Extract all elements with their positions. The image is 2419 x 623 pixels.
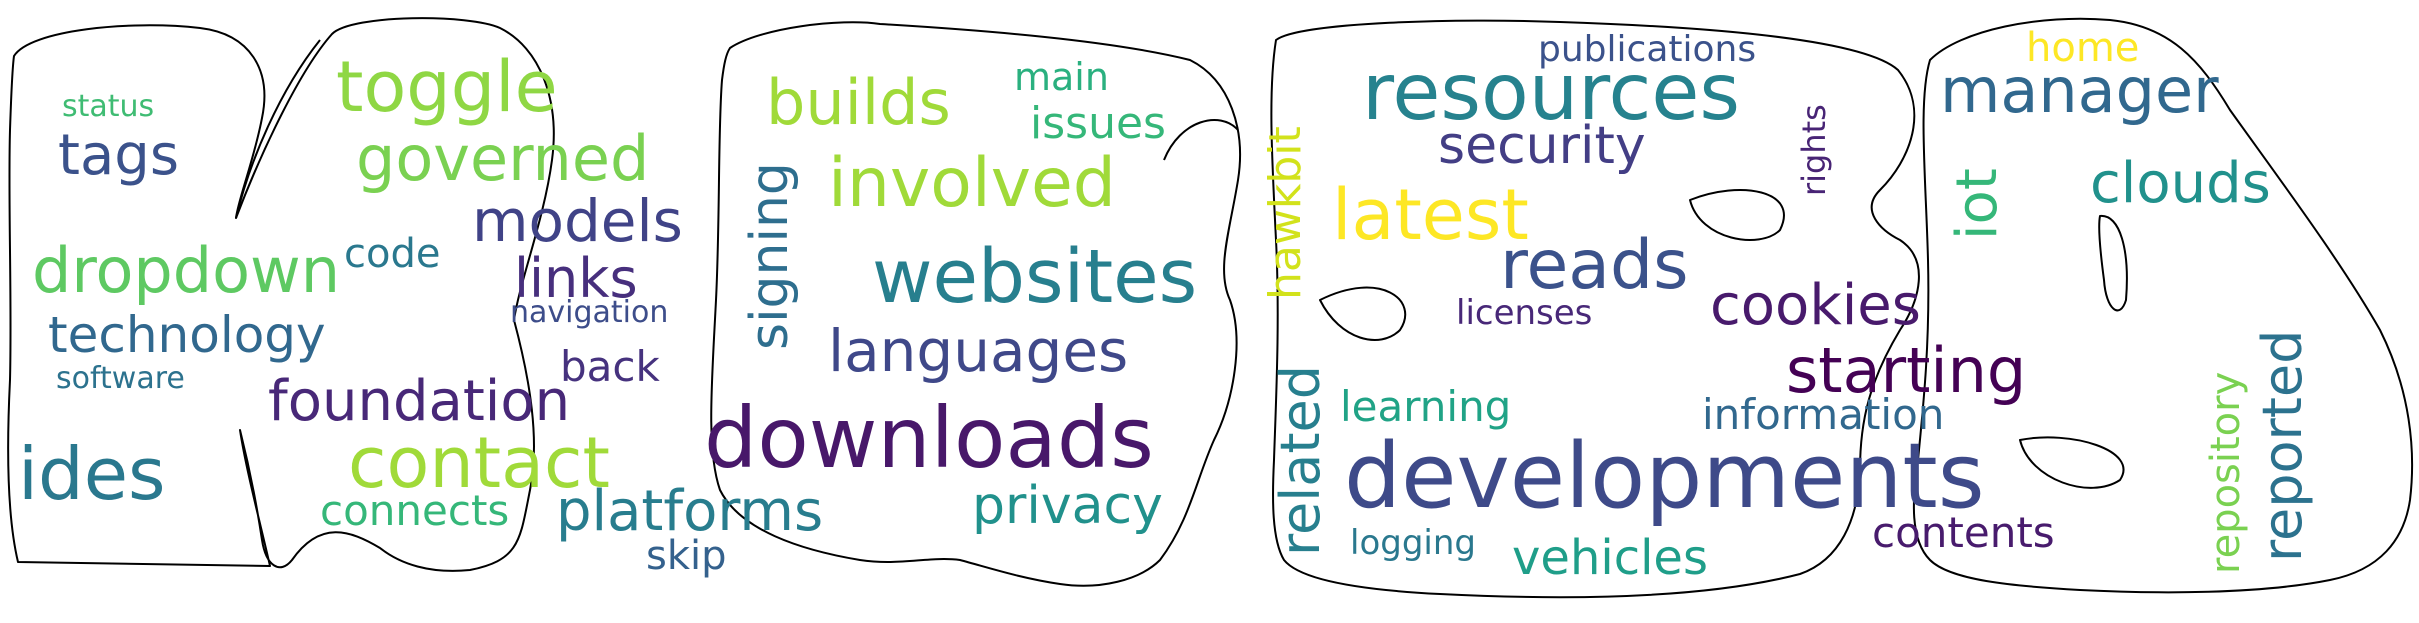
- word-software: software: [56, 361, 185, 396]
- word-downloads: downloads: [704, 389, 1154, 487]
- outline-letter-s: [1270, 19, 1920, 599]
- word-dropdown: dropdown: [32, 234, 341, 307]
- word-iot: iot: [1945, 168, 2010, 240]
- word-security: security: [1438, 116, 1646, 176]
- word-signing: signing: [740, 162, 800, 350]
- word-foundation: foundation: [268, 369, 571, 434]
- word-tags: tags: [58, 123, 179, 188]
- word-builds: builds: [766, 66, 951, 139]
- word-code: code: [344, 231, 441, 277]
- word-related: related: [1269, 364, 1332, 556]
- word-platforms: platforms: [556, 479, 824, 544]
- word-main: main: [1014, 55, 1109, 99]
- word-publications: publications: [1538, 29, 1757, 70]
- outline-hole-s2: [1689, 189, 1785, 241]
- outline-letter-a: [1912, 17, 2414, 594]
- word-repository: repository: [2203, 371, 2249, 574]
- word-developments: developments: [1344, 424, 1985, 529]
- word-status: status: [62, 89, 155, 124]
- word-information: information: [1702, 390, 1945, 439]
- outline-notch-k: [235, 39, 321, 219]
- word-issues: issues: [1030, 98, 1166, 149]
- word-vehicles: vehicles: [1512, 530, 1708, 586]
- word-privacy: privacy: [972, 476, 1163, 536]
- word-licenses: licenses: [1456, 293, 1593, 333]
- word-latest: latest: [1332, 174, 1529, 256]
- word-contact: contact: [348, 422, 610, 504]
- word-back: back: [560, 342, 660, 391]
- word-toggle: toggle: [336, 46, 558, 128]
- word-navigation: navigation: [510, 295, 669, 330]
- word-reported: reported: [2251, 329, 2314, 562]
- word-governed: governed: [356, 122, 650, 195]
- word-models: models: [472, 187, 683, 255]
- word-manager: manager: [1940, 54, 2219, 127]
- word-rights: rights: [1795, 104, 1833, 196]
- word-involved: involved: [828, 144, 1116, 223]
- word-resources: resources: [1362, 48, 1741, 138]
- word-skip: skip: [646, 533, 727, 579]
- word-contents: contents: [1872, 508, 2055, 557]
- outline-notch-a: [2098, 214, 2128, 312]
- word-logging: logging: [1350, 523, 1476, 563]
- word-starting: starting: [1786, 334, 2027, 407]
- word-websites: websites: [872, 234, 1198, 320]
- word-cookies: cookies: [1710, 273, 1921, 338]
- word-reads: reads: [1500, 226, 1689, 305]
- word-home: home: [2026, 25, 2140, 71]
- word-links: links: [514, 247, 638, 310]
- outline-hole-s: [1319, 286, 1407, 341]
- word-connects: connects: [320, 486, 510, 535]
- word-learning: learning: [1340, 382, 1512, 431]
- outline-hole-a: [2019, 436, 2125, 489]
- outline-slot-i: [1163, 119, 1239, 161]
- outline-letter-i: [710, 21, 1241, 587]
- word-ides: ides: [18, 432, 166, 516]
- word-hawkbit: hawkbit: [1260, 126, 1311, 300]
- word-technology: technology: [48, 306, 326, 364]
- word-clouds: clouds: [2090, 151, 2271, 216]
- word-languages: languages: [828, 317, 1129, 385]
